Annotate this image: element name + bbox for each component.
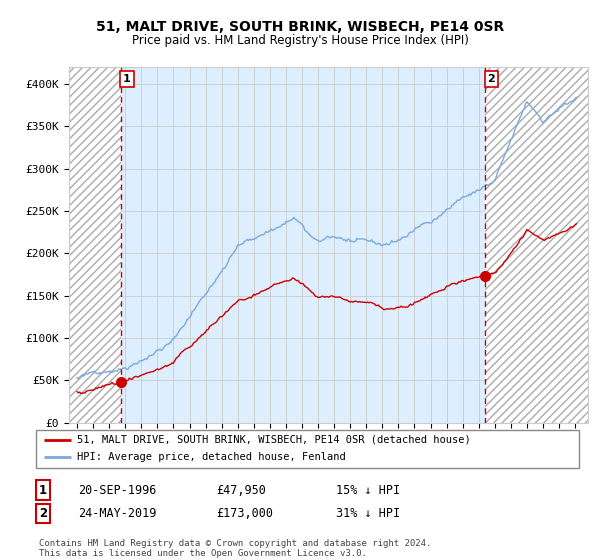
Bar <box>69 67 121 423</box>
Text: £47,950: £47,950 <box>216 483 266 497</box>
Text: 15% ↓ HPI: 15% ↓ HPI <box>336 483 400 497</box>
Text: 51, MALT DRIVE, SOUTH BRINK, WISBECH, PE14 0SR (detached house): 51, MALT DRIVE, SOUTH BRINK, WISBECH, PE… <box>77 435 470 445</box>
Text: 24-MAY-2019: 24-MAY-2019 <box>78 507 157 520</box>
Text: £173,000: £173,000 <box>216 507 273 520</box>
Text: HPI: Average price, detached house, Fenland: HPI: Average price, detached house, Fenl… <box>77 452 346 463</box>
Text: Price paid vs. HM Land Registry's House Price Index (HPI): Price paid vs. HM Land Registry's House … <box>131 34 469 46</box>
Text: Contains HM Land Registry data © Crown copyright and database right 2024.
This d: Contains HM Land Registry data © Crown c… <box>39 539 431 558</box>
Text: 1: 1 <box>123 74 131 84</box>
Text: 2: 2 <box>39 507 47 520</box>
Text: 2: 2 <box>487 74 495 84</box>
Text: 20-SEP-1996: 20-SEP-1996 <box>78 483 157 497</box>
Text: 1: 1 <box>39 483 47 497</box>
Text: 51, MALT DRIVE, SOUTH BRINK, WISBECH, PE14 0SR: 51, MALT DRIVE, SOUTH BRINK, WISBECH, PE… <box>96 20 504 34</box>
Bar <box>485 67 588 423</box>
FancyBboxPatch shape <box>36 430 579 468</box>
Text: 31% ↓ HPI: 31% ↓ HPI <box>336 507 400 520</box>
